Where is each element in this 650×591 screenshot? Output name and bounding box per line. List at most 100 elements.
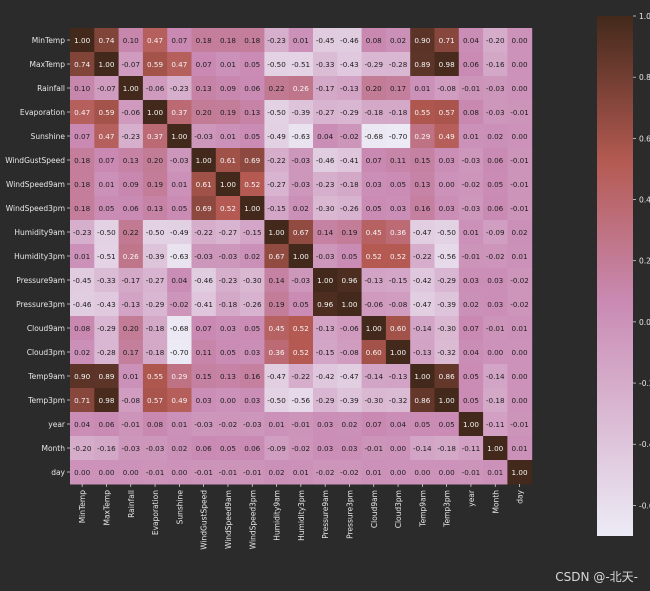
cell-value-label: -0.03 (486, 108, 505, 117)
cell-value-label: -0.09 (267, 444, 286, 453)
heatmap-cell (142, 316, 168, 341)
cell-value-label: -0.23 (73, 228, 92, 237)
heatmap-cell (142, 292, 168, 317)
heatmap-cell (458, 364, 484, 389)
heatmap-cell (313, 316, 338, 341)
cell-value-label: -0.27 (316, 108, 335, 117)
heatmap-cell (434, 220, 460, 245)
heatmap-cell (507, 76, 533, 101)
heatmap-cell (458, 76, 484, 101)
cell-value-label: -0.42 (316, 372, 335, 381)
y-tick-label: WindSpeed9am (6, 180, 65, 189)
x-tick-label: Cloud9am (370, 490, 379, 528)
heatmap-cell (142, 52, 168, 77)
heatmap-cell (191, 388, 217, 413)
cell-value-label: 0.61 (196, 180, 212, 189)
x-tick-label: WindSpeed3pm (248, 490, 257, 549)
heatmap-cell (313, 268, 338, 293)
y-tick-label: WindGustSpeed (5, 156, 65, 165)
heatmap-cell (483, 244, 508, 269)
cell-value-label: 0.47 (74, 108, 90, 117)
cell-value-label: -0.17 (121, 276, 140, 285)
cell-value-label: 0.01 (366, 468, 382, 477)
cell-value-label: -0.15 (389, 276, 408, 285)
heatmap-cell (264, 436, 290, 461)
heatmap-cell (313, 436, 338, 461)
heatmap-cell (191, 412, 217, 437)
cell-value-label: -0.20 (486, 36, 505, 45)
heatmap-cell (167, 412, 192, 437)
heatmap-cell (434, 316, 460, 341)
cell-value-label: -0.50 (437, 228, 456, 237)
heatmap-cell (70, 124, 95, 149)
heatmap-cell (434, 460, 460, 485)
heatmap-cell (288, 436, 314, 461)
heatmap-cell (142, 268, 168, 293)
heatmap-cell (215, 436, 241, 461)
cell-value-label: -0.33 (316, 60, 335, 69)
cell-value-label: 0.06 (98, 420, 114, 429)
heatmap-cell (288, 76, 314, 101)
cell-value-label: 0.17 (123, 348, 139, 357)
cell-value-label: 0.05 (439, 420, 455, 429)
cell-value-label: 0.05 (220, 444, 236, 453)
cell-value-label: 0.86 (439, 372, 455, 381)
cell-value-label: 0.57 (147, 396, 163, 405)
cell-value-label: 0.00 (171, 468, 187, 477)
cell-value-label: -0.03 (194, 252, 213, 261)
cell-value-label: 0.01 (512, 252, 528, 261)
heatmap-cell (240, 196, 265, 221)
heatmap-cell (483, 388, 508, 413)
cell-value-label: 0.07 (74, 132, 90, 141)
cell-value-label: 0.02 (293, 204, 309, 213)
cell-value-label: 0.18 (244, 36, 260, 45)
heatmap-cell (313, 220, 338, 245)
y-tick-label: Pressure9am (16, 276, 65, 285)
heatmap-cell (337, 76, 363, 101)
heatmap-cell (507, 220, 533, 245)
heatmap-cell (94, 124, 120, 149)
heatmap-cell (410, 148, 435, 173)
cell-value-label: 0.13 (123, 156, 139, 165)
cell-value-label: -0.46 (194, 276, 213, 285)
cell-value-label: 1.00 (317, 276, 333, 285)
heatmap-cell (361, 124, 387, 149)
cell-value-label: 1.00 (463, 420, 479, 429)
heatmap-cell (191, 220, 217, 245)
heatmap-cell (410, 412, 435, 437)
cell-value-label: -0.49 (267, 132, 286, 141)
heatmap-cell (313, 364, 338, 389)
heatmap-cell (167, 76, 192, 101)
cell-value-label: -0.13 (389, 372, 408, 381)
heatmap-cell (483, 76, 508, 101)
cell-value-label: -0.03 (292, 276, 311, 285)
heatmap-cell (118, 100, 144, 125)
cell-value-label: -0.08 (121, 396, 140, 405)
cell-value-label: 1.00 (74, 36, 90, 45)
cell-value-label: -0.11 (462, 444, 481, 453)
y-tick-label: WindSpeed3pm (6, 204, 65, 213)
cell-value-label: -0.03 (486, 84, 505, 93)
cell-value-label: -0.15 (316, 348, 335, 357)
heatmap-cell (191, 340, 217, 365)
colorbar-tick-label: -0.6 (639, 501, 650, 510)
cell-value-label: -0.27 (267, 180, 286, 189)
heatmap-cell (313, 76, 338, 101)
heatmap-cell (313, 28, 338, 53)
cell-value-label: 0.00 (414, 468, 430, 477)
cell-value-label: 1.00 (414, 372, 430, 381)
heatmap-cell (337, 172, 363, 197)
cell-value-label: 0.96 (341, 276, 357, 285)
cell-value-label: -0.14 (413, 444, 432, 453)
cell-value-label: 0.00 (123, 468, 139, 477)
cell-value-label: 0.18 (196, 36, 212, 45)
heatmap-cell (337, 412, 363, 437)
cell-value-label: -0.47 (340, 372, 359, 381)
heatmap-cell (385, 52, 411, 77)
heatmap-cell (191, 436, 217, 461)
heatmap-cell (410, 220, 435, 245)
cell-value-label: -0.22 (292, 372, 311, 381)
cell-value-label: 0.45 (366, 228, 382, 237)
cell-value-label: -0.41 (194, 300, 213, 309)
heatmap-cell (361, 340, 387, 365)
